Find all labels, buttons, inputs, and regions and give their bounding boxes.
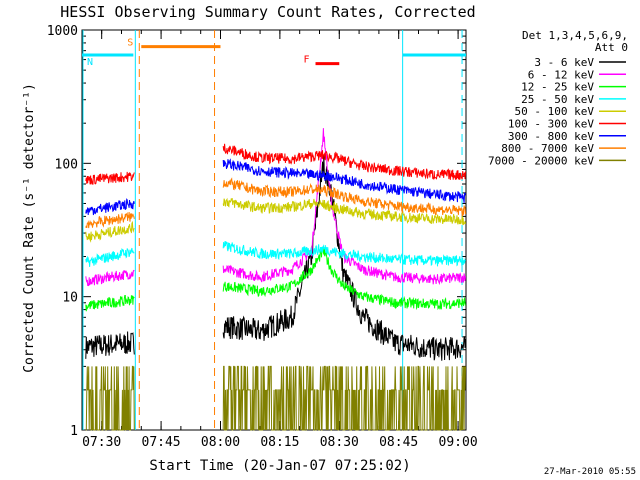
x-tick-label: 09:00 — [439, 435, 478, 450]
y-axis-label: Corrected Count Rate (s⁻¹ detector⁻¹) — [22, 83, 37, 373]
y-tick-label: 10 — [62, 291, 78, 306]
series-line — [85, 240, 466, 267]
series-line — [85, 365, 466, 431]
series-line — [85, 143, 466, 185]
legend-entry-label: 25 - 50 keV — [521, 93, 594, 106]
y-tick-label: 1000 — [47, 24, 78, 39]
flag-label-f: F — [304, 55, 310, 66]
legend-entry-label: 800 - 7000 keV — [501, 142, 594, 155]
series-line — [85, 197, 466, 243]
series-line — [85, 158, 466, 216]
series-line — [85, 154, 466, 361]
legend-entry-label: 3 - 6 keV — [534, 56, 594, 69]
x-tick-label: 08:45 — [379, 435, 418, 450]
legend-entry-label: 12 - 25 keV — [521, 81, 594, 94]
flag-label-n: N — [87, 57, 93, 68]
x-tick-label: 07:30 — [82, 435, 121, 450]
x-axis-label: Start Time (20-Jan-07 07:25:02) — [149, 458, 410, 474]
x-tick-label: 08:30 — [320, 435, 359, 450]
legend-entry-label: 7000 - 20000 keV — [488, 154, 594, 167]
legend-entry-label: 300 - 800 keV — [508, 130, 594, 143]
legend-entry-label: 6 - 12 keV — [528, 68, 595, 81]
legend-header-line-2: Att 0 — [595, 41, 628, 54]
x-tick-label: 08:00 — [201, 435, 240, 450]
series-line — [85, 177, 466, 229]
footer-date: 27-Mar-2010 05:55 — [544, 467, 636, 477]
x-tick-label: 08:15 — [260, 435, 299, 450]
chart-title: HESSI Observing Summary Count Rates, Cor… — [60, 3, 475, 21]
flag-label-s: S — [127, 38, 133, 49]
series-line — [85, 247, 466, 312]
legend-header-line-1: Det 1,3,4,5,6,9, — [522, 29, 628, 42]
y-tick-label: 100 — [55, 157, 78, 172]
legend-entry-label: 50 - 100 keV — [515, 105, 595, 118]
x-tick-label: 07:45 — [142, 435, 181, 450]
y-tick-label: 1 — [70, 424, 78, 439]
legend-entry-label: 100 - 300 keV — [508, 118, 594, 131]
